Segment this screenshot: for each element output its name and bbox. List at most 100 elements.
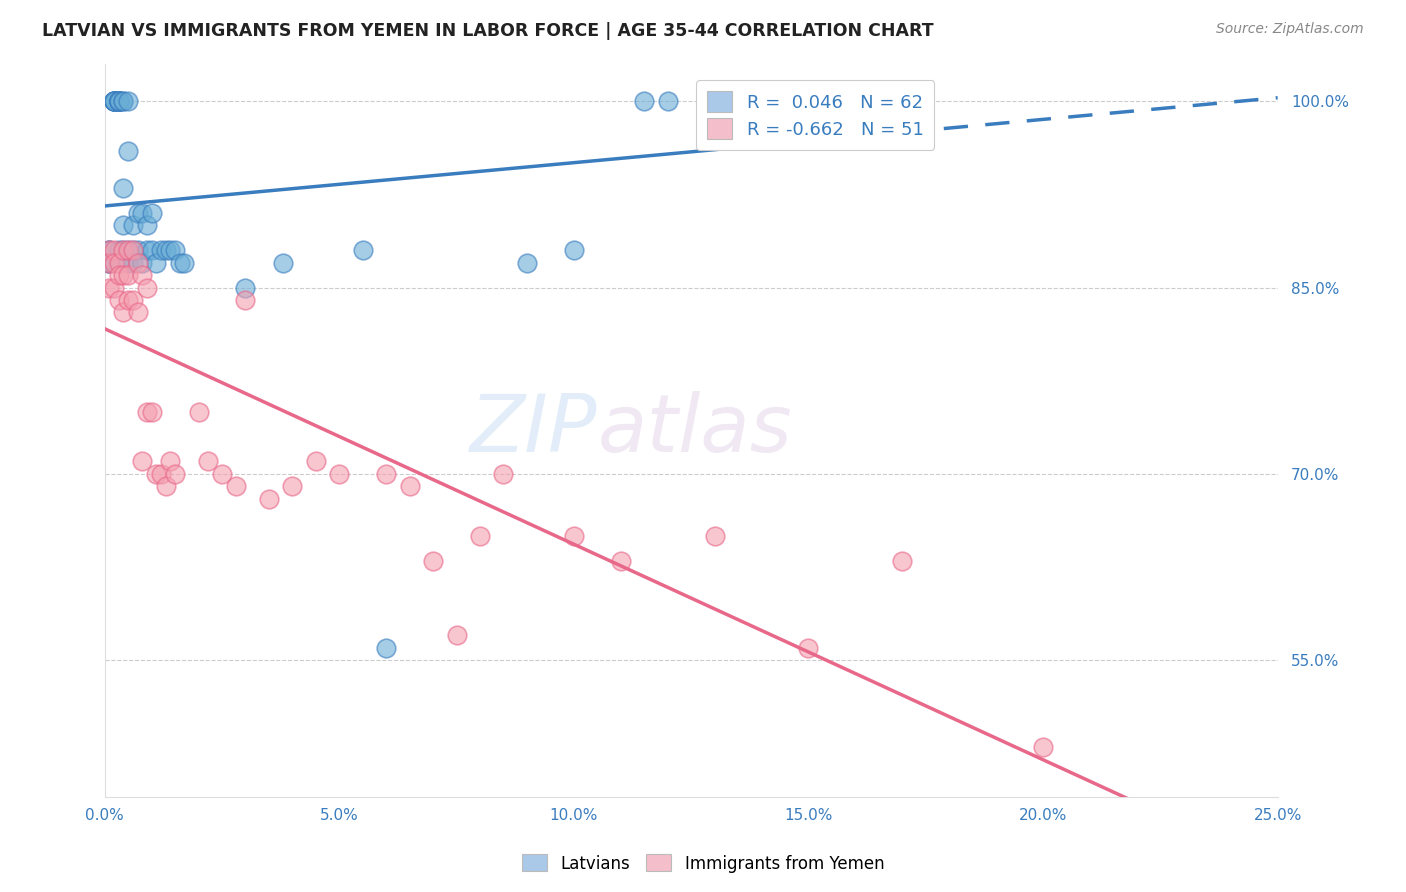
Point	[112, 305, 135, 319]
Point	[187, 405, 209, 419]
Point	[117, 268, 139, 282]
Point	[165, 467, 187, 481]
Point	[211, 467, 233, 481]
Point	[131, 206, 153, 220]
Point	[235, 280, 257, 294]
Point	[141, 405, 163, 419]
Point	[107, 95, 129, 109]
Point	[141, 244, 163, 258]
Point	[98, 256, 121, 270]
Point	[107, 268, 129, 282]
Point	[135, 219, 157, 233]
Point	[98, 244, 121, 258]
Point	[375, 467, 398, 481]
Point	[121, 244, 143, 258]
Point	[149, 467, 172, 481]
Point	[98, 244, 121, 258]
Point	[107, 95, 129, 109]
Point	[112, 219, 135, 233]
Point	[107, 256, 129, 270]
Point	[107, 244, 129, 258]
Point	[235, 293, 257, 307]
Point	[135, 244, 157, 258]
Point	[610, 554, 633, 568]
Point	[121, 293, 143, 307]
Legend: Latvians, Immigrants from Yemen: Latvians, Immigrants from Yemen	[515, 847, 891, 880]
Point	[103, 95, 125, 109]
Point	[281, 479, 304, 493]
Point	[352, 244, 374, 258]
Point	[751, 95, 773, 109]
Point	[103, 95, 125, 109]
Point	[197, 454, 219, 468]
Point	[703, 95, 725, 109]
Point	[121, 244, 143, 258]
Point	[112, 244, 135, 258]
Point	[305, 454, 328, 468]
Point	[127, 256, 149, 270]
Point	[159, 244, 181, 258]
Point	[169, 256, 191, 270]
Point	[112, 244, 135, 258]
Legend: R =  0.046   N = 62, R = -0.662   N = 51: R = 0.046 N = 62, R = -0.662 N = 51	[696, 80, 935, 150]
Point	[135, 405, 157, 419]
Point	[149, 244, 172, 258]
Point	[107, 95, 129, 109]
Point	[173, 256, 195, 270]
Text: ZIP: ZIP	[470, 392, 598, 469]
Point	[107, 293, 129, 307]
Point	[127, 244, 149, 258]
Point	[103, 280, 125, 294]
Point	[727, 95, 749, 109]
Point	[112, 95, 135, 109]
Point	[117, 256, 139, 270]
Point	[165, 244, 187, 258]
Point	[117, 244, 139, 258]
Point	[145, 467, 167, 481]
Point	[468, 529, 491, 543]
Point	[117, 293, 139, 307]
Text: LATVIAN VS IMMIGRANTS FROM YEMEN IN LABOR FORCE | AGE 35-44 CORRELATION CHART: LATVIAN VS IMMIGRANTS FROM YEMEN IN LABO…	[42, 22, 934, 40]
Point	[127, 206, 149, 220]
Point	[797, 95, 820, 109]
Point	[562, 244, 585, 258]
Point	[657, 95, 679, 109]
Point	[398, 479, 420, 493]
Point	[821, 95, 844, 109]
Point	[121, 219, 143, 233]
Point	[131, 268, 153, 282]
Point	[117, 144, 139, 158]
Text: Source: ZipAtlas.com: Source: ZipAtlas.com	[1216, 22, 1364, 37]
Point	[328, 467, 350, 481]
Point	[107, 95, 129, 109]
Point	[103, 95, 125, 109]
Point	[375, 640, 398, 655]
Point	[131, 256, 153, 270]
Point	[145, 256, 167, 270]
Point	[159, 454, 181, 468]
Point	[98, 256, 121, 270]
Point	[1032, 739, 1054, 754]
Point	[103, 256, 125, 270]
Point	[797, 640, 820, 655]
Point	[103, 95, 125, 109]
Point	[633, 95, 655, 109]
Point	[112, 268, 135, 282]
Point	[135, 280, 157, 294]
Point	[131, 454, 153, 468]
Point	[103, 95, 125, 109]
Point	[103, 95, 125, 109]
Point	[112, 181, 135, 195]
Point	[127, 305, 149, 319]
Point	[121, 256, 143, 270]
Point	[98, 256, 121, 270]
Point	[107, 95, 129, 109]
Point	[562, 529, 585, 543]
Point	[103, 244, 125, 258]
Point	[155, 479, 177, 493]
Point	[107, 95, 129, 109]
Point	[257, 491, 280, 506]
Point	[155, 244, 177, 258]
Point	[225, 479, 247, 493]
Point	[98, 244, 121, 258]
